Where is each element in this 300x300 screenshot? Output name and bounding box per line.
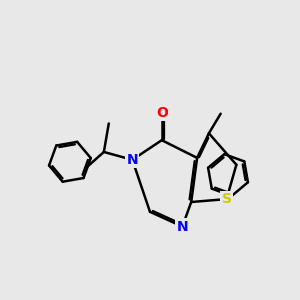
Text: N: N [177,220,188,234]
Text: O: O [156,106,168,120]
Text: N: N [127,153,138,167]
Text: S: S [222,192,232,206]
